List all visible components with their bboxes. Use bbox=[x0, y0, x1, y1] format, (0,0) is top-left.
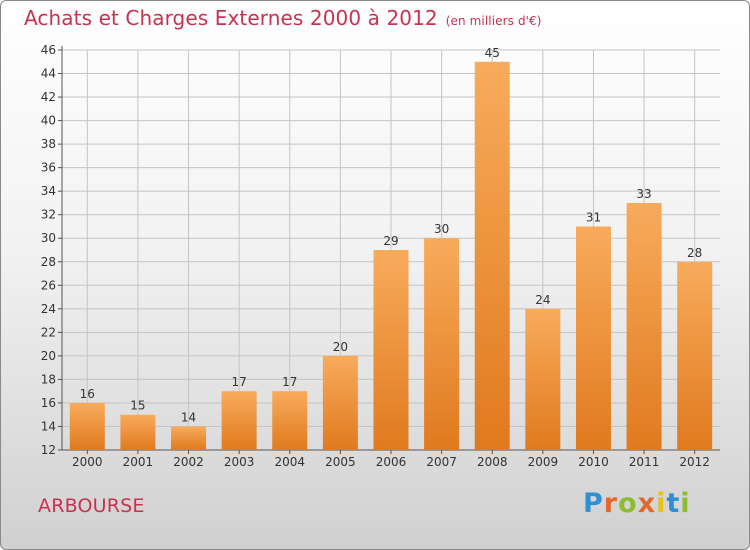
bar bbox=[677, 261, 713, 450]
data-label: 24 bbox=[535, 293, 550, 307]
bar bbox=[626, 202, 662, 450]
bar bbox=[171, 426, 207, 450]
y-tick-label: 18 bbox=[41, 372, 56, 386]
y-tick-label: 34 bbox=[41, 184, 56, 198]
bar bbox=[474, 61, 510, 450]
data-label: 16 bbox=[80, 387, 95, 401]
x-tick-label: 2006 bbox=[376, 455, 407, 469]
data-label: 15 bbox=[130, 399, 145, 413]
data-label: 17 bbox=[232, 375, 247, 389]
y-tick-label: 24 bbox=[41, 302, 56, 316]
y-tick-label: 16 bbox=[41, 396, 56, 410]
chart-title-text: Achats et Charges Externes 2000 à 2012 bbox=[24, 6, 438, 30]
y-tick-label: 28 bbox=[41, 255, 56, 269]
bar bbox=[322, 355, 358, 450]
x-tick-label: 2008 bbox=[477, 455, 508, 469]
y-tick-label: 46 bbox=[41, 43, 56, 57]
data-label: 17 bbox=[282, 375, 297, 389]
x-tick-label: 2009 bbox=[528, 455, 559, 469]
y-tick-label: 20 bbox=[41, 349, 56, 363]
x-tick-label: 2007 bbox=[426, 455, 457, 469]
data-label: 45 bbox=[485, 46, 500, 60]
data-label: 30 bbox=[434, 222, 449, 236]
commune-name: ARBOURSE bbox=[38, 495, 145, 517]
bar bbox=[525, 308, 561, 450]
bar bbox=[69, 402, 105, 450]
x-tick-label: 2000 bbox=[72, 455, 103, 469]
x-tick-label: 2011 bbox=[629, 455, 660, 469]
bar bbox=[272, 391, 308, 450]
y-tick-label: 36 bbox=[41, 161, 56, 175]
x-tick-label: 2001 bbox=[123, 455, 154, 469]
y-tick-label: 14 bbox=[41, 419, 56, 433]
data-label: 29 bbox=[383, 234, 398, 248]
bar bbox=[575, 226, 611, 450]
labels: 12 14 16 18 20 22 24 26 28 30 32 34 36 38 40 42 44 46 16 20… bbox=[41, 43, 710, 469]
y-tick-label: 38 bbox=[41, 137, 56, 151]
x-tick-label: 2012 bbox=[679, 455, 710, 469]
x-tick-label: 2010 bbox=[578, 455, 609, 469]
y-tick-label: 30 bbox=[41, 231, 56, 245]
x-tick-label: 2004 bbox=[274, 455, 305, 469]
chart-subtitle: (en milliers d'€) bbox=[445, 14, 542, 28]
chart-title: Achats et Charges Externes 2000 à 2012 (e… bbox=[24, 6, 542, 30]
y-tick-label: 26 bbox=[41, 278, 56, 292]
x-tick-label: 2002 bbox=[173, 455, 204, 469]
y-tick-label: 12 bbox=[41, 443, 56, 457]
y-tick-label: 22 bbox=[41, 325, 56, 339]
data-label: 20 bbox=[333, 340, 348, 354]
bar bbox=[424, 238, 460, 450]
data-label: 14 bbox=[181, 410, 196, 424]
y-tick-label: 40 bbox=[41, 114, 56, 128]
y-tick-label: 42 bbox=[41, 90, 56, 104]
bars bbox=[69, 61, 713, 450]
bar bbox=[373, 250, 409, 450]
bar bbox=[120, 414, 156, 450]
x-tick-label: 2005 bbox=[325, 455, 356, 469]
proxiti-logo: Proxiti bbox=[583, 488, 691, 519]
data-label: 33 bbox=[636, 187, 651, 201]
x-tick-label: 2003 bbox=[224, 455, 255, 469]
y-tick-label: 32 bbox=[41, 208, 56, 222]
y-tick-label: 44 bbox=[41, 67, 56, 81]
bar bbox=[221, 391, 257, 450]
data-label: 28 bbox=[687, 246, 702, 260]
data-label: 31 bbox=[586, 210, 601, 224]
